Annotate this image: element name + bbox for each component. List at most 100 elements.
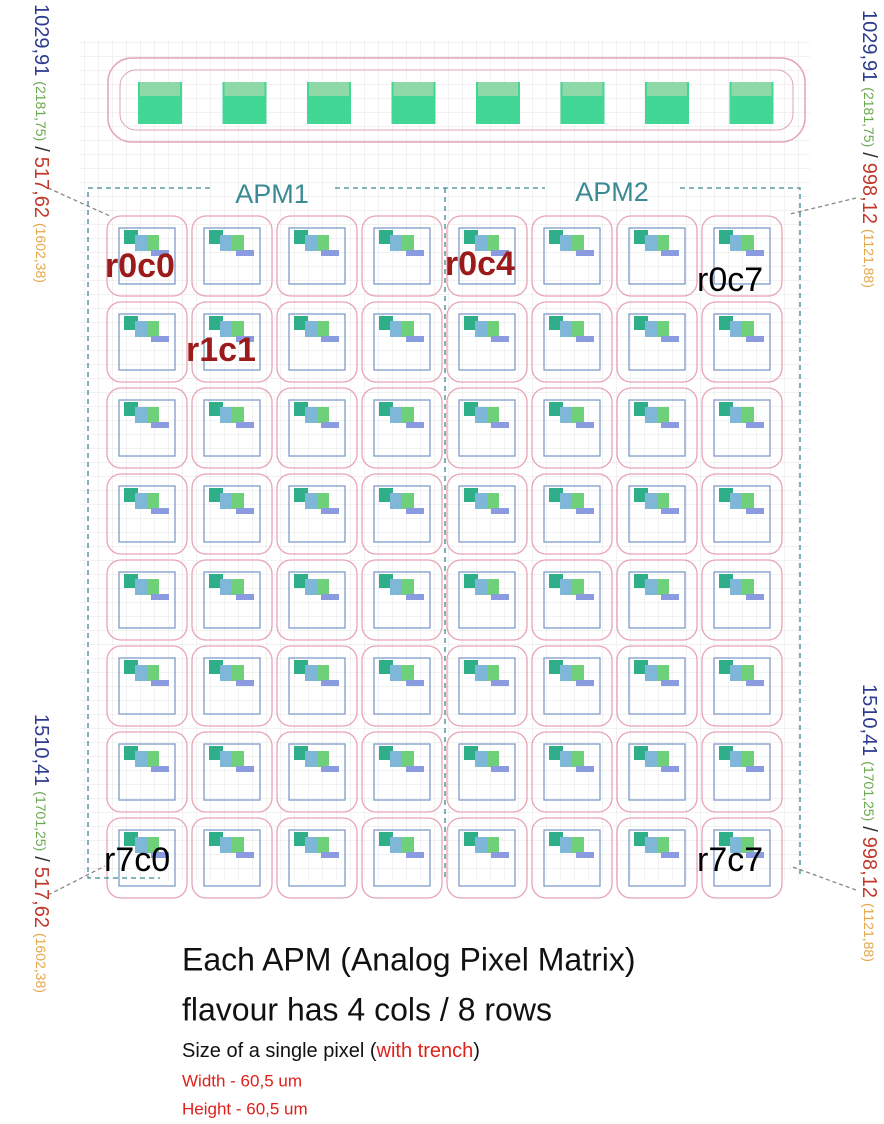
- pixel-block: [151, 422, 169, 428]
- pixel-block: [147, 321, 159, 337]
- strip-block-top: [647, 82, 687, 96]
- pixel-block: [491, 594, 509, 600]
- pixel-block: [236, 508, 254, 514]
- pixel-block: [661, 422, 679, 428]
- pixel-block: [742, 235, 754, 251]
- description-line: Each APM (Analog Pixel Matrix): [182, 941, 636, 977]
- pixel-label: r7c7: [697, 841, 763, 879]
- pixel-block: [151, 594, 169, 600]
- coordinate-y-abs: (1121,88): [861, 903, 877, 962]
- pixel-block: [746, 766, 764, 772]
- pixel-block: [572, 235, 584, 251]
- pixel-block: [406, 680, 424, 686]
- pixel-block: [657, 751, 669, 767]
- pixel-block: [572, 493, 584, 509]
- coordinate-x-abs: (1701,25): [861, 761, 877, 821]
- pixel-block: [661, 680, 679, 686]
- pixel-block: [576, 594, 594, 600]
- pixel-block: [232, 665, 244, 681]
- pixel-block: [321, 336, 339, 342]
- pixel-block: [151, 766, 169, 772]
- pixel-block: [402, 321, 414, 337]
- coordinate-sep: /: [858, 152, 880, 158]
- strip-block-top: [478, 82, 518, 96]
- pixel-block: [402, 407, 414, 423]
- pixel-block: [317, 837, 329, 853]
- pixel-block: [576, 680, 594, 686]
- pixel-block: [657, 493, 669, 509]
- pixel-block: [491, 852, 509, 858]
- pixel-block: [746, 680, 764, 686]
- pixel-label: r0c0: [105, 247, 175, 285]
- pixel-block: [572, 665, 584, 681]
- pixel-block: [402, 493, 414, 509]
- pixel-block: [321, 250, 339, 256]
- pixel-block: [406, 594, 424, 600]
- pixel-block: [657, 407, 669, 423]
- pixel-block: [742, 321, 754, 337]
- pixel-block: [657, 665, 669, 681]
- pixel-block: [321, 852, 339, 858]
- pixel-block: [746, 422, 764, 428]
- pixel-block: [147, 665, 159, 681]
- pixel-block: [487, 665, 499, 681]
- pixel-block: [317, 579, 329, 595]
- pixel-block: [742, 407, 754, 423]
- pixel-block: [406, 766, 424, 772]
- coordinate-x-abs: (2181,75): [33, 81, 49, 141]
- pixel-block: [657, 579, 669, 595]
- size-note: with trench: [376, 1040, 474, 1062]
- coordinate-label: 1510,41(1701,25)/517,62(1602,38): [30, 714, 52, 993]
- pixel-block: [232, 407, 244, 423]
- pixel-block: [491, 508, 509, 514]
- pixel-block: [742, 493, 754, 509]
- pixel-block: [147, 407, 159, 423]
- apm-label: APM2: [575, 177, 649, 207]
- pixel-block: [491, 680, 509, 686]
- pixel-block: [661, 594, 679, 600]
- pixel-block: [661, 766, 679, 772]
- pixel-block: [572, 579, 584, 595]
- pixel-block: [232, 837, 244, 853]
- coordinate-label: 1029,91 (2181,75) / 517,62 (1602,38): [30, 4, 52, 283]
- page: APM1 APM2 1029,91(2181,75)/517,62(1602,3…: [0, 0, 884, 1124]
- coordinate-x-abs: (2181,75): [861, 87, 877, 147]
- pixel-block: [491, 336, 509, 342]
- coordinate-x: 1029,91: [30, 4, 52, 76]
- pixel-block: [576, 508, 594, 514]
- pixel-block: [576, 422, 594, 428]
- pixel-block: [746, 250, 764, 256]
- pixel-block: [406, 422, 424, 428]
- pixel-block: [406, 336, 424, 342]
- coordinate-x: 1510,41: [30, 714, 52, 786]
- pixel-block: [406, 852, 424, 858]
- pixel-block: [487, 493, 499, 509]
- pixel-block: [402, 837, 414, 853]
- coordinate-y: 517,62: [30, 157, 52, 218]
- coordinate-sep: /: [30, 146, 52, 152]
- description-line: flavour has 4 cols / 8 rows: [182, 991, 552, 1027]
- pixel-block: [487, 407, 499, 423]
- coordinate-y: 998,12: [858, 163, 880, 224]
- pixel-block: [406, 508, 424, 514]
- pixel-block: [317, 235, 329, 251]
- pixel-label: r7c0: [104, 841, 170, 879]
- pixel-block: [657, 321, 669, 337]
- pixel-block: [232, 751, 244, 767]
- pixel-block: [746, 336, 764, 342]
- pixel-block: [572, 407, 584, 423]
- pixel-block: [232, 235, 244, 251]
- pixel-block: [572, 837, 584, 853]
- coordinate-y-abs: (1602,38): [33, 223, 49, 283]
- height-line: Height - 60,5 um: [182, 1099, 308, 1118]
- pixel-block: [746, 594, 764, 600]
- pixel-block: [151, 680, 169, 686]
- pixel-block: [572, 321, 584, 337]
- coordinate-label: 1029,91 (2181,75) / 998,12 (1121,88): [858, 10, 880, 288]
- coordinate-x: 1029,91: [858, 10, 880, 82]
- pixel-block: [661, 250, 679, 256]
- coordinate-y: 517,62: [30, 867, 52, 928]
- pixel-block: [742, 579, 754, 595]
- pixel-block: [406, 250, 424, 256]
- coordinate-y-abs: (1121,88): [861, 229, 877, 288]
